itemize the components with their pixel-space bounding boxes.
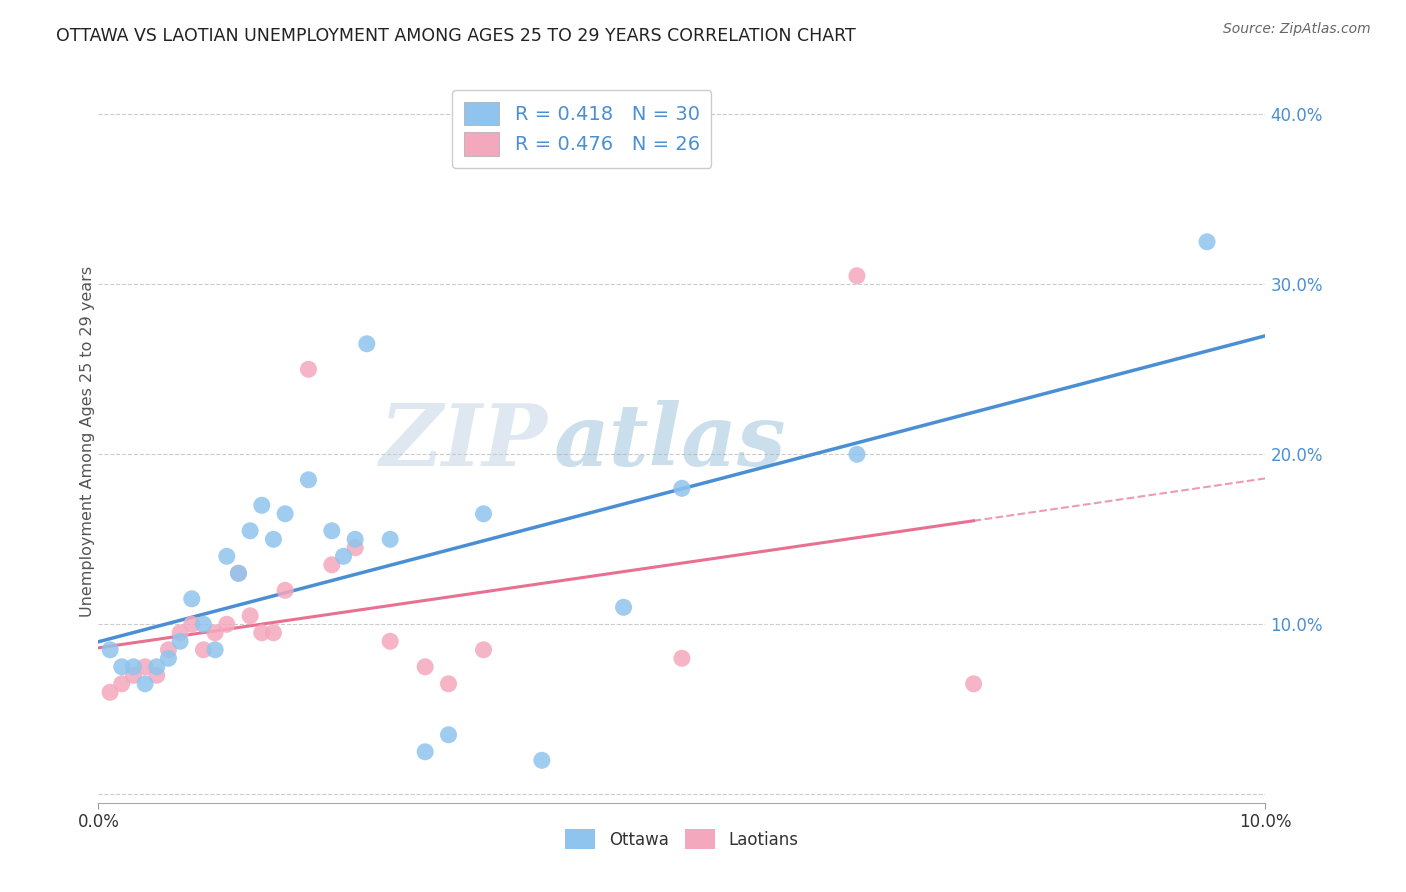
Point — [111, 677, 134, 691]
Point — [250, 498, 273, 512]
Point — [846, 447, 869, 461]
Point — [193, 642, 215, 657]
Point — [846, 268, 869, 283]
Text: OTTAWA VS LAOTIAN UNEMPLOYMENT AMONG AGES 25 TO 29 YEARS CORRELATION CHART: OTTAWA VS LAOTIAN UNEMPLOYMENT AMONG AGE… — [56, 27, 856, 45]
Point — [472, 507, 495, 521]
Y-axis label: Unemployment Among Ages 25 to 29 years: Unemployment Among Ages 25 to 29 years — [80, 266, 94, 617]
Point — [134, 660, 156, 674]
Point — [297, 362, 319, 376]
Point — [962, 677, 984, 691]
Point — [380, 533, 402, 547]
Point — [98, 642, 121, 657]
Point — [157, 642, 180, 657]
Point — [344, 541, 367, 555]
Point — [297, 473, 319, 487]
Point — [274, 507, 297, 521]
Point — [98, 685, 121, 699]
Legend: Ottawa, Laotians: Ottawa, Laotians — [558, 822, 806, 856]
Point — [204, 642, 226, 657]
Point — [530, 753, 553, 767]
Point — [146, 668, 169, 682]
Point — [250, 625, 273, 640]
Point — [262, 533, 284, 547]
Point — [146, 660, 169, 674]
Point — [612, 600, 634, 615]
Point — [215, 549, 238, 564]
Point — [321, 524, 343, 538]
Point — [262, 625, 284, 640]
Point — [180, 591, 202, 606]
Text: ZIP: ZIP — [380, 400, 548, 483]
Point — [169, 634, 191, 648]
Point — [274, 583, 297, 598]
Point — [472, 642, 495, 657]
Point — [239, 608, 262, 623]
Point — [671, 651, 693, 665]
Point — [1195, 235, 1218, 249]
Point — [204, 625, 226, 640]
Text: atlas: atlas — [554, 400, 786, 483]
Point — [228, 566, 250, 581]
Point — [157, 651, 180, 665]
Point — [122, 660, 145, 674]
Point — [671, 481, 693, 495]
Point — [437, 677, 460, 691]
Point — [111, 660, 134, 674]
Point — [169, 625, 191, 640]
Point — [356, 336, 378, 351]
Point — [413, 745, 436, 759]
Point — [413, 660, 436, 674]
Point — [122, 668, 145, 682]
Point — [344, 533, 367, 547]
Point — [193, 617, 215, 632]
Point — [239, 524, 262, 538]
Point — [228, 566, 250, 581]
Text: Source: ZipAtlas.com: Source: ZipAtlas.com — [1223, 22, 1371, 37]
Point — [321, 558, 343, 572]
Point — [215, 617, 238, 632]
Point — [437, 728, 460, 742]
Point — [380, 634, 402, 648]
Point — [134, 677, 156, 691]
Point — [180, 617, 202, 632]
Point — [332, 549, 354, 564]
